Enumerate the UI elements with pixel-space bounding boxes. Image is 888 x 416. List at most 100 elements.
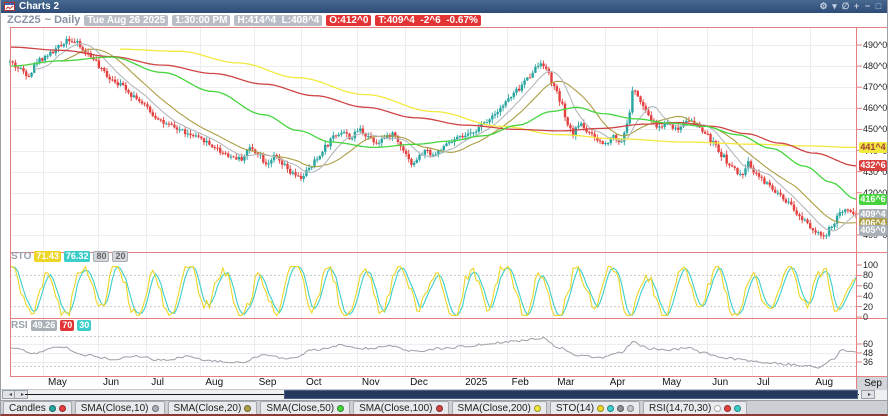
price-tick-label: 430^0 bbox=[863, 166, 888, 177]
sto-upper-badge: 80 bbox=[93, 251, 110, 262]
month-label: 2025 bbox=[465, 377, 488, 388]
last-change-badge: T:409^4 -2^6 -0.67% bbox=[375, 14, 481, 26]
open-badge: O:412^0 bbox=[326, 14, 372, 26]
month-label: Mar bbox=[557, 377, 575, 388]
month-label: May bbox=[47, 377, 67, 388]
legend-tab-rsi-14-70-30[interactable]: RSI(14,70,30) bbox=[643, 401, 748, 414]
month-label: Apr bbox=[609, 377, 626, 388]
draw-tool-icon[interactable]: ∅ bbox=[841, 1, 850, 11]
price-tick-label: 480^0 bbox=[863, 61, 888, 72]
horizontal-scrollbar[interactable]: ◂ ▸ ▸ bbox=[1, 390, 887, 400]
scroll-next-button[interactable]: ▸ bbox=[861, 390, 875, 399]
legend-tab-label: RSI(14,70,30) bbox=[649, 403, 712, 414]
sma50-axis-badge: 416^6 bbox=[859, 194, 887, 206]
price-chart[interactable] bbox=[1, 27, 888, 390]
month-label: Jul bbox=[151, 377, 164, 388]
legend-tab-candles[interactable]: Candles bbox=[3, 401, 72, 414]
indicator-color-dot bbox=[724, 405, 732, 412]
sto-tick-label: 80 bbox=[863, 270, 874, 281]
legend-tab-label: SMA(Close,50) bbox=[266, 403, 335, 414]
sto-d-badge: 76.32 bbox=[63, 251, 91, 262]
month-label: Nov bbox=[361, 377, 380, 388]
legend-tab-sma-close-20[interactable]: SMA(Close,20) bbox=[167, 401, 258, 414]
month-label: Jun bbox=[102, 377, 120, 388]
month-label: Feb bbox=[511, 377, 529, 388]
oscillator-group bbox=[9, 265, 857, 369]
indicator-color-dot bbox=[337, 405, 345, 412]
indicator-color-dot bbox=[151, 405, 159, 412]
legend-tab-label: SMA(Close,10) bbox=[80, 403, 149, 414]
indicator-color-dot bbox=[533, 405, 541, 412]
sto-tick-label: 40 bbox=[863, 291, 874, 302]
quote-header: ZCZ25 ~ Daily Tue Aug 26 2025 1:30:00 PM… bbox=[1, 13, 887, 27]
rsi-tick-label: 60 bbox=[863, 339, 874, 349]
rsi-upper-badge: 70 bbox=[60, 320, 75, 331]
legend-tab-sma-close-100[interactable]: SMA(Close,100) bbox=[353, 401, 449, 414]
sto-tick-label: 0 bbox=[863, 312, 869, 322]
window-title: Charts 2 bbox=[19, 1, 60, 12]
sma200-line bbox=[120, 48, 856, 149]
time-badge: 1:30:00 PM bbox=[172, 14, 231, 26]
indicator-color-dot bbox=[714, 405, 722, 412]
price-tick-label: 490^0 bbox=[863, 40, 888, 50]
chevron-down-icon[interactable]: ▾ bbox=[832, 1, 837, 11]
scrollbar-thumb[interactable] bbox=[284, 390, 858, 399]
month-label: Jul bbox=[756, 377, 770, 388]
symbol-label[interactable]: ZCZ25 bbox=[7, 14, 41, 26]
sma100-line bbox=[9, 46, 857, 167]
maximize-icon[interactable]: □ bbox=[875, 1, 882, 11]
price-tick-label: 470^0 bbox=[863, 82, 888, 93]
legend-tab-sto-14[interactable]: STO(14) bbox=[549, 401, 641, 414]
indicator-color-dot bbox=[58, 405, 66, 412]
indicator-color-dot bbox=[244, 405, 252, 412]
grid-group bbox=[10, 28, 856, 376]
price-tick-label: 460^0 bbox=[863, 103, 888, 114]
rsi-value-badge: 49.26 bbox=[30, 320, 58, 331]
titlebar[interactable]: Charts 2 ⚙ ▾ ∅ + − □ bbox=[1, 0, 887, 13]
time-axis-corner: Sep bbox=[857, 377, 887, 390]
sma10-axis-badge: 405^0 bbox=[859, 224, 887, 236]
month-label: Sep bbox=[258, 377, 277, 388]
last-price-axis-badge: 409^4 bbox=[859, 209, 887, 221]
legend-tab-label: Candles bbox=[9, 403, 46, 414]
minimize-icon[interactable]: − bbox=[864, 1, 871, 11]
sto-tick-label: 60 bbox=[863, 280, 874, 291]
legend-tab-sma-close-200[interactable]: SMA(Close,200) bbox=[451, 401, 547, 414]
timeframe-label[interactable]: ~ Daily bbox=[44, 14, 81, 26]
sto-tick-label: 20 bbox=[863, 301, 874, 312]
month-label: Jun bbox=[712, 377, 729, 388]
rsi-tick-label: 36 bbox=[863, 357, 874, 367]
sto-panel-label: STO 71.43 76.32 80 20 bbox=[11, 251, 129, 262]
legend-tab-sma-close-50[interactable]: SMA(Close,50) bbox=[260, 401, 351, 414]
pan-tool-icon[interactable]: + bbox=[853, 1, 860, 11]
legend-tab-sma-close-10[interactable]: SMA(Close,10) bbox=[74, 401, 165, 414]
sto-tick-label: 100 bbox=[863, 260, 879, 270]
sto-d-line bbox=[9, 265, 857, 317]
legend-tab-label: STO(14) bbox=[555, 403, 595, 414]
rsi-label: RSI bbox=[11, 320, 28, 331]
legend-bar: Candles SMA(Close,10) SMA(Close,20) SMA(Clo… bbox=[1, 400, 887, 414]
indicator-color-dot bbox=[734, 405, 742, 412]
frame-group bbox=[1, 27, 887, 390]
indicator-color-dot bbox=[48, 405, 56, 412]
rsi-line bbox=[9, 336, 857, 369]
chart-area[interactable]: 490^0480^0470^0460^0450^0440^0430^0420^0… bbox=[1, 27, 888, 400]
month-label: Dec bbox=[410, 377, 428, 388]
sma100-axis-badge: 432^6 bbox=[859, 160, 887, 172]
month-label: Aug bbox=[815, 377, 834, 388]
indicator-color-dot bbox=[617, 405, 625, 412]
month-label: May bbox=[662, 377, 682, 388]
app-icon bbox=[4, 2, 15, 11]
price-tick-label: 450^0 bbox=[863, 124, 888, 135]
sma-lines-group bbox=[9, 43, 857, 232]
rsi-lower-badge: 30 bbox=[77, 320, 92, 331]
price-tick-label: 420^0 bbox=[863, 187, 888, 198]
gear-icon[interactable]: ⚙ bbox=[819, 1, 828, 11]
legend-tab-label: SMA(Close,20) bbox=[173, 403, 242, 414]
month-label: Oct bbox=[306, 377, 322, 388]
legend-tab-label: SMA(Close,200) bbox=[457, 403, 531, 414]
sto-label: STO bbox=[11, 251, 32, 262]
rsi-panel-label: RSI 49.26 70 30 bbox=[11, 320, 92, 331]
sma20-axis-badge: 406^4 bbox=[859, 217, 887, 229]
